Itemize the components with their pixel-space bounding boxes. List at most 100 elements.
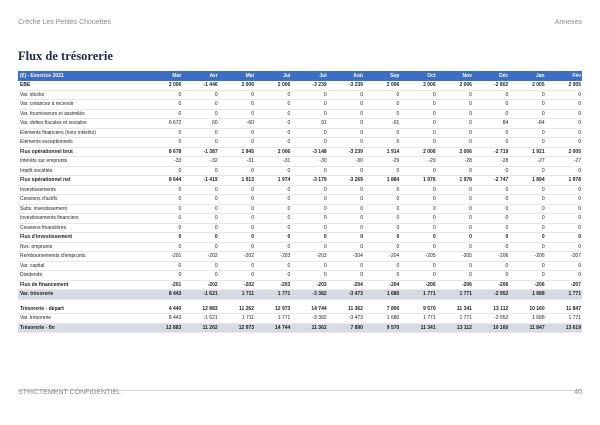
table-cell: 9 570 (363, 323, 401, 333)
table-cell: 0 (182, 261, 219, 271)
row-label: Nvx. emprunts (18, 242, 146, 252)
table-cell: 0 (254, 232, 292, 243)
row-label: Var. dettes fiscales et sociales (18, 118, 146, 129)
table-cell: 0 (436, 223, 473, 233)
table-cell: 0 (436, 185, 473, 195)
table-cell: -33 (146, 156, 183, 167)
table-cell (436, 299, 473, 305)
table-cell: 6 672 (146, 118, 183, 129)
table-cell: 0 (327, 270, 364, 281)
table-cell: 0 (182, 213, 219, 224)
table-cell: 0 (436, 118, 473, 129)
table-cell: 0 (327, 137, 364, 148)
table-cell: 0 (363, 242, 401, 252)
row-label: Dividende (18, 270, 146, 281)
column-header-month: Déc (472, 71, 510, 81)
table-row: Var. capital 0 0 0 0 0 0 0 0 0 0 0 0 (18, 261, 582, 271)
table-cell: 0 (218, 204, 255, 214)
table-row: Flux opérationnel net 8 644 -1 419 1 913 1 9… (18, 175, 582, 186)
table-cell: 0 (509, 90, 546, 100)
table-cell: 0 (400, 194, 437, 205)
table-cell: -2 802 (472, 81, 510, 91)
table-row: Impôt sociétés 0 0 0 0 0 0 0 0 0 0 0 0 (18, 166, 582, 176)
row-label: Var. créances à recevoir (18, 99, 146, 110)
table-cell: 0 (363, 166, 401, 176)
table-cell: -31 (218, 156, 255, 167)
table-cell: 0 (218, 99, 255, 110)
table-cell: 8 443 (146, 289, 183, 300)
table-cell: 0 (545, 185, 582, 195)
table-row: Nvx. emprunts 0 0 0 0 0 0 0 0 0 0 0 0 (18, 242, 582, 252)
table-cell: 7 890 (327, 323, 364, 333)
table-cell: 0 (400, 232, 437, 243)
table-cell: 0 (182, 204, 219, 214)
table-cell (182, 299, 219, 305)
table-cell: 4 440 (146, 304, 183, 314)
table-row: Dividende 0 0 0 0 0 0 0 0 0 0 0 0 (18, 270, 582, 281)
table-cell: 0 (472, 232, 510, 243)
table-cell: 0 (291, 109, 328, 119)
table-cell: 0 (291, 261, 328, 271)
table-cell: 0 (545, 90, 582, 100)
table-cell: 7 890 (363, 304, 401, 314)
table-cell: 0 (182, 99, 219, 110)
table-cell: 0 (218, 270, 255, 281)
table-cell: 0 (363, 232, 401, 243)
table-cell: 0 (327, 194, 364, 205)
table-row: Var. stocks 0 0 0 0 0 0 0 0 0 0 0 0 (18, 90, 582, 100)
table-cell: 0 (363, 109, 401, 119)
table-cell: 11 341 (436, 304, 473, 314)
table-cell: 1 771 (254, 313, 292, 324)
table-cell: 0 (327, 261, 364, 271)
table-cell: -201 (146, 251, 183, 262)
table-cell: 2 006 (363, 81, 401, 91)
table-cell: 0 (472, 137, 510, 148)
table-cell: -202 (218, 280, 255, 290)
table-cell: -28 (436, 156, 473, 167)
table-cell: 12 883 (146, 323, 183, 333)
table-cell: -204 (327, 251, 364, 262)
page-footer: STRICTEMENT CONFIDENTIEL 40 (18, 389, 582, 396)
table-cell: 0 (146, 232, 183, 243)
table-cell: 0 (182, 90, 219, 100)
table-cell: 0 (509, 242, 546, 252)
table-cell: 0 (218, 242, 255, 252)
table-cell: 0 (254, 223, 292, 233)
table-cell: 0 (146, 128, 183, 138)
table-cell: 0 (472, 223, 510, 233)
table-cell: 0 (327, 223, 364, 233)
table-cell: -207 (545, 280, 582, 290)
table-cell: 0 (146, 109, 183, 119)
table-cell: -203 (254, 280, 292, 290)
table-cell: -28 (472, 156, 510, 167)
table-cell: 0 (146, 185, 183, 195)
table-cell: 0 (400, 270, 437, 281)
table-cell: 10 160 (472, 323, 510, 333)
row-label: Flux opérationnel brut (18, 147, 146, 157)
table-cell: -3 473 (327, 289, 364, 300)
table-cell: 0 (291, 166, 328, 176)
table-cell: -204 (327, 280, 364, 290)
table-cell (400, 299, 437, 305)
table-cell: 0 (182, 232, 219, 243)
table-cell: -2 747 (472, 175, 510, 186)
table-cell: -31 (254, 156, 292, 167)
table-cell: 0 (545, 242, 582, 252)
table-cell: 0 (182, 137, 219, 148)
table-cell: -27 (545, 156, 582, 167)
table-cell: -60 (218, 118, 255, 129)
table-cell: 0 (254, 261, 292, 271)
table-cell: 1 680 (363, 289, 401, 300)
table-cell: 60 (182, 118, 219, 129)
table-cell: 0 (472, 109, 510, 119)
table-cell: 0 (182, 242, 219, 252)
table-cell: 0 (146, 242, 183, 252)
table-cell: 0 (436, 137, 473, 148)
table-cell: 2 006 (400, 81, 437, 91)
table-cell: 0 (291, 232, 328, 243)
table-cell: -91 (363, 118, 401, 129)
table-cell: 1 688 (509, 289, 546, 300)
table-cell: 0 (509, 194, 546, 205)
table-cell: 0 (327, 128, 364, 138)
table-cell: 0 (400, 137, 437, 148)
